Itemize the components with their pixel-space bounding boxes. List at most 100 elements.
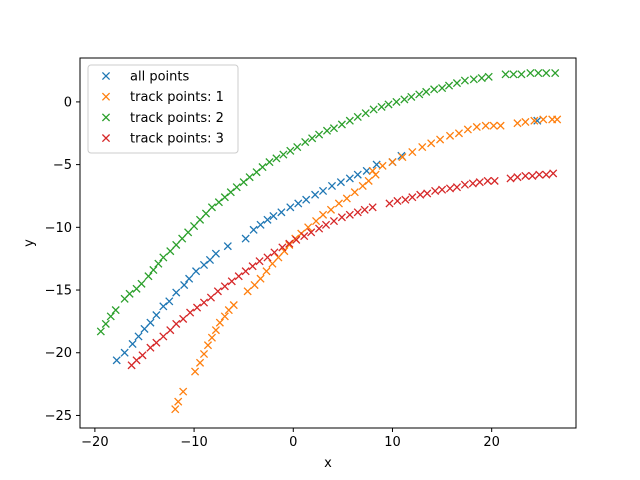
- data-point: [137, 279, 146, 288]
- data-point: [106, 312, 115, 321]
- data-point: [318, 186, 328, 196]
- data-point: [337, 213, 346, 222]
- data-point: [159, 302, 168, 311]
- legend-marker: [101, 71, 111, 81]
- y-tick-label: 0: [64, 95, 72, 110]
- data-point: [270, 248, 279, 257]
- data-point: [407, 92, 416, 101]
- data-point: [369, 105, 378, 114]
- data-point: [144, 272, 153, 281]
- data-point: [232, 183, 241, 192]
- y-axis-title: y: [22, 239, 37, 247]
- data-point: [481, 121, 490, 130]
- data-point: [199, 349, 209, 359]
- data-point: [192, 267, 201, 276]
- data-point: [205, 255, 215, 264]
- data-point: [199, 298, 209, 307]
- y-tick-label: −20: [45, 346, 72, 361]
- x-tick-label: 10: [384, 435, 401, 450]
- data-point: [241, 234, 250, 243]
- data-point: [140, 324, 149, 333]
- y-tick-label: −25: [45, 409, 72, 424]
- x-tick-label: −10: [180, 435, 207, 450]
- legend: all points track points: 1 track points: 2…: [87, 64, 239, 154]
- data-point: [384, 100, 393, 109]
- data-point: [475, 178, 484, 187]
- data-point: [400, 95, 409, 104]
- data-point: [445, 184, 455, 193]
- legend-marker: [101, 92, 111, 101]
- data-point: [321, 220, 331, 229]
- data-point: [263, 253, 272, 262]
- data-point: [326, 205, 336, 214]
- data-point: [342, 194, 351, 203]
- data-point: [250, 280, 259, 290]
- data-point: [484, 72, 493, 81]
- data-point: [534, 68, 543, 78]
- data-point: [353, 170, 362, 179]
- data-point: [315, 130, 324, 139]
- data-point: [542, 68, 551, 78]
- data-point: [274, 253, 283, 262]
- data-point: [220, 193, 229, 202]
- data-point: [334, 199, 343, 208]
- data-point: [388, 158, 397, 167]
- series-3-points: [96, 68, 560, 336]
- data-point: [468, 179, 477, 188]
- data-point: [134, 332, 143, 341]
- data-point: [132, 356, 141, 365]
- legend-label: track points: 2: [130, 111, 224, 126]
- data-point: [345, 210, 354, 219]
- data-point: [506, 174, 515, 183]
- legend-label: all points: [130, 70, 189, 85]
- data-point: [112, 356, 121, 365]
- data-point: [308, 134, 317, 143]
- data-point: [203, 341, 213, 350]
- data-point: [542, 170, 551, 179]
- data-point: [312, 216, 321, 226]
- data-point: [125, 289, 134, 298]
- x-axis-ticks: −20 −10 0 10 20: [81, 428, 500, 450]
- data-point: [255, 257, 264, 266]
- data-point: [120, 348, 129, 357]
- data-point: [408, 148, 417, 157]
- data-point: [444, 81, 454, 90]
- data-point: [152, 338, 161, 347]
- data-point: [159, 332, 168, 341]
- data-point: [398, 153, 407, 162]
- data-point: [206, 293, 216, 302]
- data-point: [207, 333, 216, 342]
- data-point: [521, 117, 530, 127]
- data-point: [415, 90, 424, 99]
- data-point: [199, 260, 209, 270]
- data-point: [243, 287, 252, 296]
- data-point: [483, 176, 492, 185]
- data-point: [300, 232, 309, 241]
- data-point: [146, 343, 155, 352]
- data-point: [185, 274, 194, 283]
- data-point: [294, 199, 303, 208]
- data-point: [329, 216, 339, 226]
- data-point: [149, 265, 158, 275]
- data-point: [378, 161, 387, 170]
- data-point: [530, 116, 539, 125]
- data-point: [128, 339, 137, 349]
- legend-box: [87, 64, 239, 154]
- data-point: [553, 115, 562, 124]
- data-point: [166, 326, 175, 335]
- data-point: [302, 195, 311, 204]
- data-point: [452, 79, 462, 88]
- data-marks: [96, 68, 562, 414]
- data-point: [509, 70, 518, 79]
- data-point: [469, 75, 478, 84]
- data-point: [138, 351, 147, 360]
- data-point: [171, 405, 180, 414]
- data-point: [454, 129, 464, 138]
- data-point: [286, 146, 295, 155]
- series-4-points: [127, 169, 558, 370]
- data-point: [229, 301, 238, 310]
- data-point: [513, 173, 522, 182]
- data-point: [329, 124, 339, 133]
- data-point: [252, 168, 261, 177]
- data-point: [490, 176, 499, 185]
